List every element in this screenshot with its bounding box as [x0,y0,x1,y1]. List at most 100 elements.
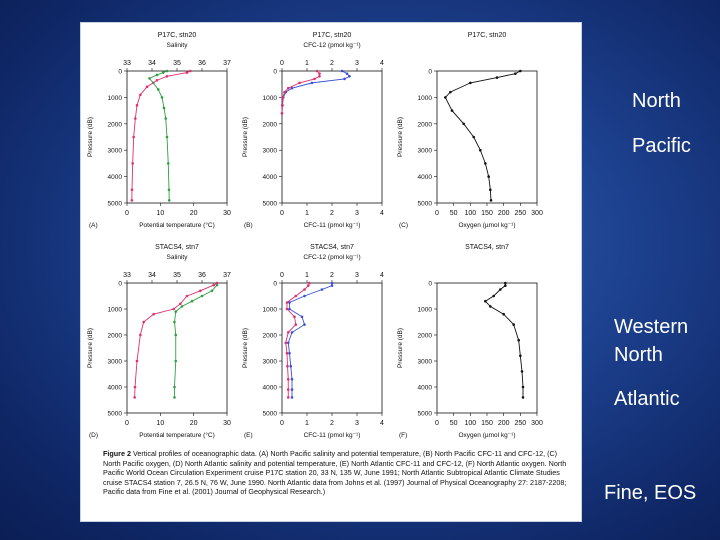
data-point [512,323,515,326]
panel-letter: (C) [399,222,408,229]
panel-letter: (E) [244,432,253,439]
y-axis-label: Pressure (dB) [397,117,404,157]
data-point [303,323,306,326]
data-point [174,359,178,363]
data-point [514,72,517,75]
data-point [504,284,507,287]
data-point [502,312,505,316]
label-western: Western [614,316,689,338]
x-tick-label: 0 [280,210,284,217]
data-point [348,74,351,78]
data-point [286,388,290,391]
data-point [172,307,175,311]
data-point [130,199,134,202]
data-point [330,281,334,285]
y-tick-label: 1000 [108,95,123,102]
top-tick-label: 0 [280,60,284,67]
data-point [444,96,447,99]
data-point [285,301,289,304]
y-tick-label: 1000 [418,307,433,314]
data-point [472,135,475,139]
x-tick-label: 2 [330,210,334,217]
series-line [281,70,320,114]
data-point [462,122,465,126]
y-tick-label: 2000 [418,333,433,340]
data-point [504,281,507,285]
data-point [290,377,294,381]
panel-letter: (A) [89,222,98,229]
y-tick-label: 1000 [263,95,278,102]
data-point [286,86,290,90]
y-tick-label: 1000 [418,95,433,102]
top-tick-label: 34 [148,60,156,67]
x-tick-label: 300 [531,420,543,427]
data-point [313,77,316,81]
x-tick-label: 10 [156,210,164,217]
data-point [521,385,525,389]
data-point [210,289,214,293]
x-tick-label: 150 [481,420,493,427]
data-point [132,135,135,139]
top-tick-label: 36 [198,60,206,67]
y-tick-label: 2000 [108,333,123,340]
y-tick-label: 5000 [418,411,433,418]
data-point [318,72,321,75]
data-point [520,370,524,373]
data-point [479,148,482,152]
figure-caption: Figure 2 Vertical profiles of oceanograp… [103,449,569,497]
data-point [489,305,492,308]
plot-frame [126,282,228,414]
data-point [345,72,349,75]
data-point [162,106,166,110]
y-tick-label: 4000 [263,174,278,181]
top-tick-label: 3 [355,60,359,67]
data-point [286,341,290,345]
top-tick-label: 34 [148,272,156,279]
y-tick-label: 2000 [263,333,278,340]
y-tick-label: 0 [428,281,432,288]
top-tick-label: 1 [305,60,309,67]
y-tick-label: 2000 [108,121,123,128]
top-tick-label: 33 [123,60,131,67]
top-tick-label: 37 [223,60,231,67]
data-point [148,77,151,80]
y-tick-label: 4000 [263,385,278,392]
y-tick-label: 2000 [418,121,433,128]
x-tick-label: 0 [280,420,284,427]
data-point [167,188,171,192]
y-tick-label: 5000 [108,411,123,418]
data-point [174,333,178,337]
chart-title: STACS4, stn7 [310,244,354,251]
x-tick-label: 250 [514,210,526,217]
top-tick-label: 36 [198,272,206,279]
top-axis-label: Salinity [167,42,189,49]
data-point [200,294,204,298]
plot-frame [436,70,538,204]
data-point [288,301,291,304]
series-line [444,70,521,201]
data-point [519,354,522,358]
label-north-2: North [614,344,663,366]
data-point [484,299,487,303]
data-point [173,396,176,399]
x-tick-label: 4 [380,210,384,217]
data-point [310,81,314,85]
data-point [155,73,159,77]
data-point [179,302,182,306]
top-tick-label: 4 [380,272,384,279]
data-point [133,385,137,389]
x-tick-label: 0 [435,420,439,427]
x-tick-label: 50 [450,210,458,217]
x-tick-label: 250 [514,420,526,427]
y-axis-label: Pressure (dB) [242,328,249,368]
data-point [449,90,452,94]
data-point [173,385,176,389]
data-point [180,305,184,308]
data-point [164,117,168,120]
x-tick-label: 200 [498,210,510,217]
data-point [145,85,149,89]
y-tick-label: 3000 [263,359,278,366]
data-point [519,69,522,73]
chart-6 [434,281,538,416]
x-tick-label: 300 [531,210,543,217]
